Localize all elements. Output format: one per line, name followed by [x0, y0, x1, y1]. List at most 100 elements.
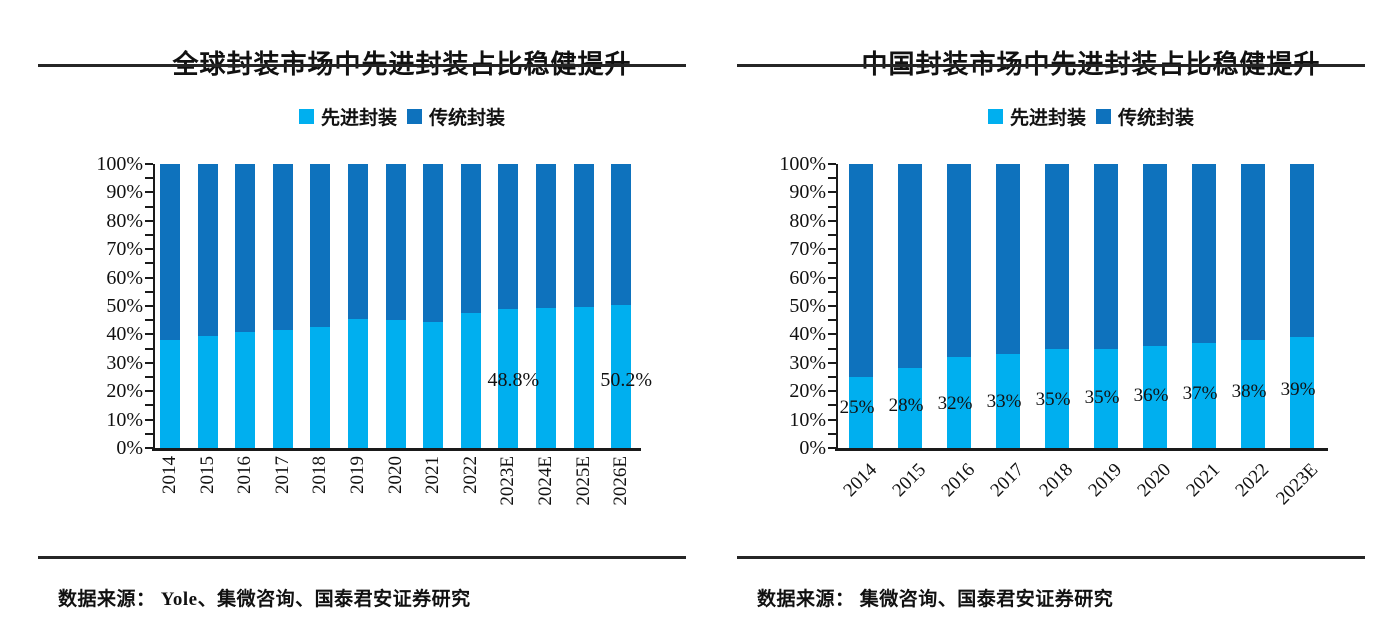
y-tick-label: 50%	[106, 295, 143, 317]
y-tick	[828, 376, 836, 378]
y-tick	[828, 333, 836, 336]
bar-segment-advanced	[1192, 342, 1216, 448]
bar-segment-traditional	[898, 164, 922, 369]
y-tick-label: 70%	[789, 238, 826, 261]
y-tick	[145, 305, 153, 307]
title-underline-rule	[737, 64, 1365, 67]
bar-segment-advanced	[849, 377, 873, 448]
y-tick	[145, 234, 153, 236]
y-tick	[828, 290, 836, 293]
global-packaging-chart-panel: 全球封装市场中先进封装占比稳健提升 先进封装 传统封装 数据来源： Yole、集…	[38, 0, 686, 629]
y-tick	[145, 191, 153, 194]
y-tick	[828, 347, 836, 350]
bar-segment-advanced	[460, 313, 481, 448]
legend-swatch-traditional	[407, 109, 422, 124]
x-category-label: 2024E	[535, 456, 556, 506]
bar-segment-traditional	[498, 164, 519, 310]
bar-value-label: 25%	[839, 397, 875, 419]
y-tick	[145, 447, 153, 449]
legend-label-advanced: 先进封装	[320, 108, 397, 129]
y-tick	[828, 219, 836, 222]
legend-item-traditional: 传统封装	[1096, 103, 1194, 130]
bar-segment-traditional	[385, 164, 406, 321]
x-axis-line	[835, 448, 1328, 451]
y-tick	[828, 163, 836, 165]
bar-segment-traditional	[1094, 164, 1118, 349]
x-category-label: 2020	[384, 456, 406, 494]
y-tick-label: 0%	[116, 437, 143, 459]
y-tick-label: 70%	[106, 238, 143, 261]
bar-segment-traditional	[611, 164, 632, 306]
bar-segment-traditional	[947, 164, 971, 358]
y-axis-line	[153, 164, 155, 451]
bar-value-label: 33%	[986, 391, 1022, 413]
legend-item-traditional: 传统封装	[407, 103, 505, 130]
y-axis-line	[836, 164, 838, 451]
legend-label-advanced: 先进封装	[1009, 108, 1086, 129]
y-tick	[145, 319, 153, 322]
bar-segment-advanced	[1143, 345, 1167, 448]
bar-segment-advanced	[1094, 348, 1118, 448]
bar-segment-advanced	[947, 357, 971, 448]
bar-segment-advanced	[536, 307, 556, 448]
y-tick	[828, 262, 836, 265]
y-tick-label: 80%	[789, 209, 826, 232]
bar-segment-traditional	[1045, 164, 1069, 349]
bar-value-label: 37%	[1182, 383, 1218, 405]
bar-value-label: 32%	[937, 393, 973, 415]
bar-segment-advanced	[1290, 337, 1314, 448]
y-tick	[145, 361, 153, 364]
y-tick	[145, 276, 153, 279]
x-category-label: 2019	[347, 456, 368, 494]
y-tick-label: 40%	[106, 323, 143, 346]
y-tick	[145, 177, 153, 180]
bar-segment-traditional	[1290, 164, 1314, 338]
legend: 先进封装 传统封装	[817, 103, 1365, 130]
y-tick-label: 90%	[789, 181, 826, 204]
y-tick	[828, 305, 836, 307]
x-category-label: 2015	[196, 456, 218, 494]
y-tick-label: 100%	[96, 153, 143, 175]
y-tick	[145, 290, 153, 293]
y-tick	[828, 191, 836, 194]
y-tick	[828, 248, 836, 251]
y-tick-label: 10%	[106, 408, 143, 431]
annotation-label: 48.8%	[487, 368, 540, 391]
y-tick-label: 90%	[106, 181, 143, 204]
bar-value-label: 39%	[1280, 379, 1316, 401]
bar-value-label: 35%	[1084, 387, 1120, 409]
bar-segment-advanced	[197, 335, 218, 448]
y-tick	[828, 418, 836, 421]
y-tick-label: 50%	[789, 295, 826, 317]
bar-segment-advanced	[160, 340, 180, 448]
bar-value-label: 36%	[1133, 385, 1169, 407]
y-tick-label: 100%	[779, 153, 826, 175]
bar-segment-advanced	[611, 305, 632, 448]
annotation-label: 50.2%	[600, 368, 653, 391]
legend-item-advanced: 先进封装	[987, 103, 1086, 130]
x-category-label: 2022	[459, 456, 481, 494]
x-category-label: 2014	[159, 456, 180, 494]
bar-segment-traditional	[1143, 164, 1167, 346]
bar-segment-advanced	[348, 318, 368, 448]
legend-label-traditional: 传统封装	[429, 108, 506, 129]
bar-value-label: 35%	[1035, 389, 1071, 411]
x-category-label: 2018	[309, 456, 331, 494]
bar-segment-advanced	[235, 331, 256, 448]
y-tick	[145, 376, 153, 378]
legend-item-advanced: 先进封装	[298, 103, 397, 130]
y-tick-label: 0%	[799, 437, 826, 459]
bar-segment-traditional	[197, 164, 218, 336]
bar-segment-traditional	[460, 164, 481, 314]
bar-segment-advanced	[898, 368, 922, 448]
y-tick	[145, 333, 153, 336]
bar-segment-traditional	[1241, 164, 1265, 341]
y-tick	[828, 177, 836, 180]
y-tick	[145, 248, 153, 251]
bar-segment-advanced	[573, 306, 594, 448]
bar-segment-advanced	[498, 309, 519, 448]
bar-segment-traditional	[1192, 164, 1216, 343]
bar-segment-advanced	[385, 320, 406, 448]
china-packaging-chart-panel: 中国封装市场中先进封装占比稳健提升 先进封装 传统封装 数据来源： 集微咨询、国…	[737, 0, 1365, 629]
bar-segment-traditional	[423, 164, 444, 322]
